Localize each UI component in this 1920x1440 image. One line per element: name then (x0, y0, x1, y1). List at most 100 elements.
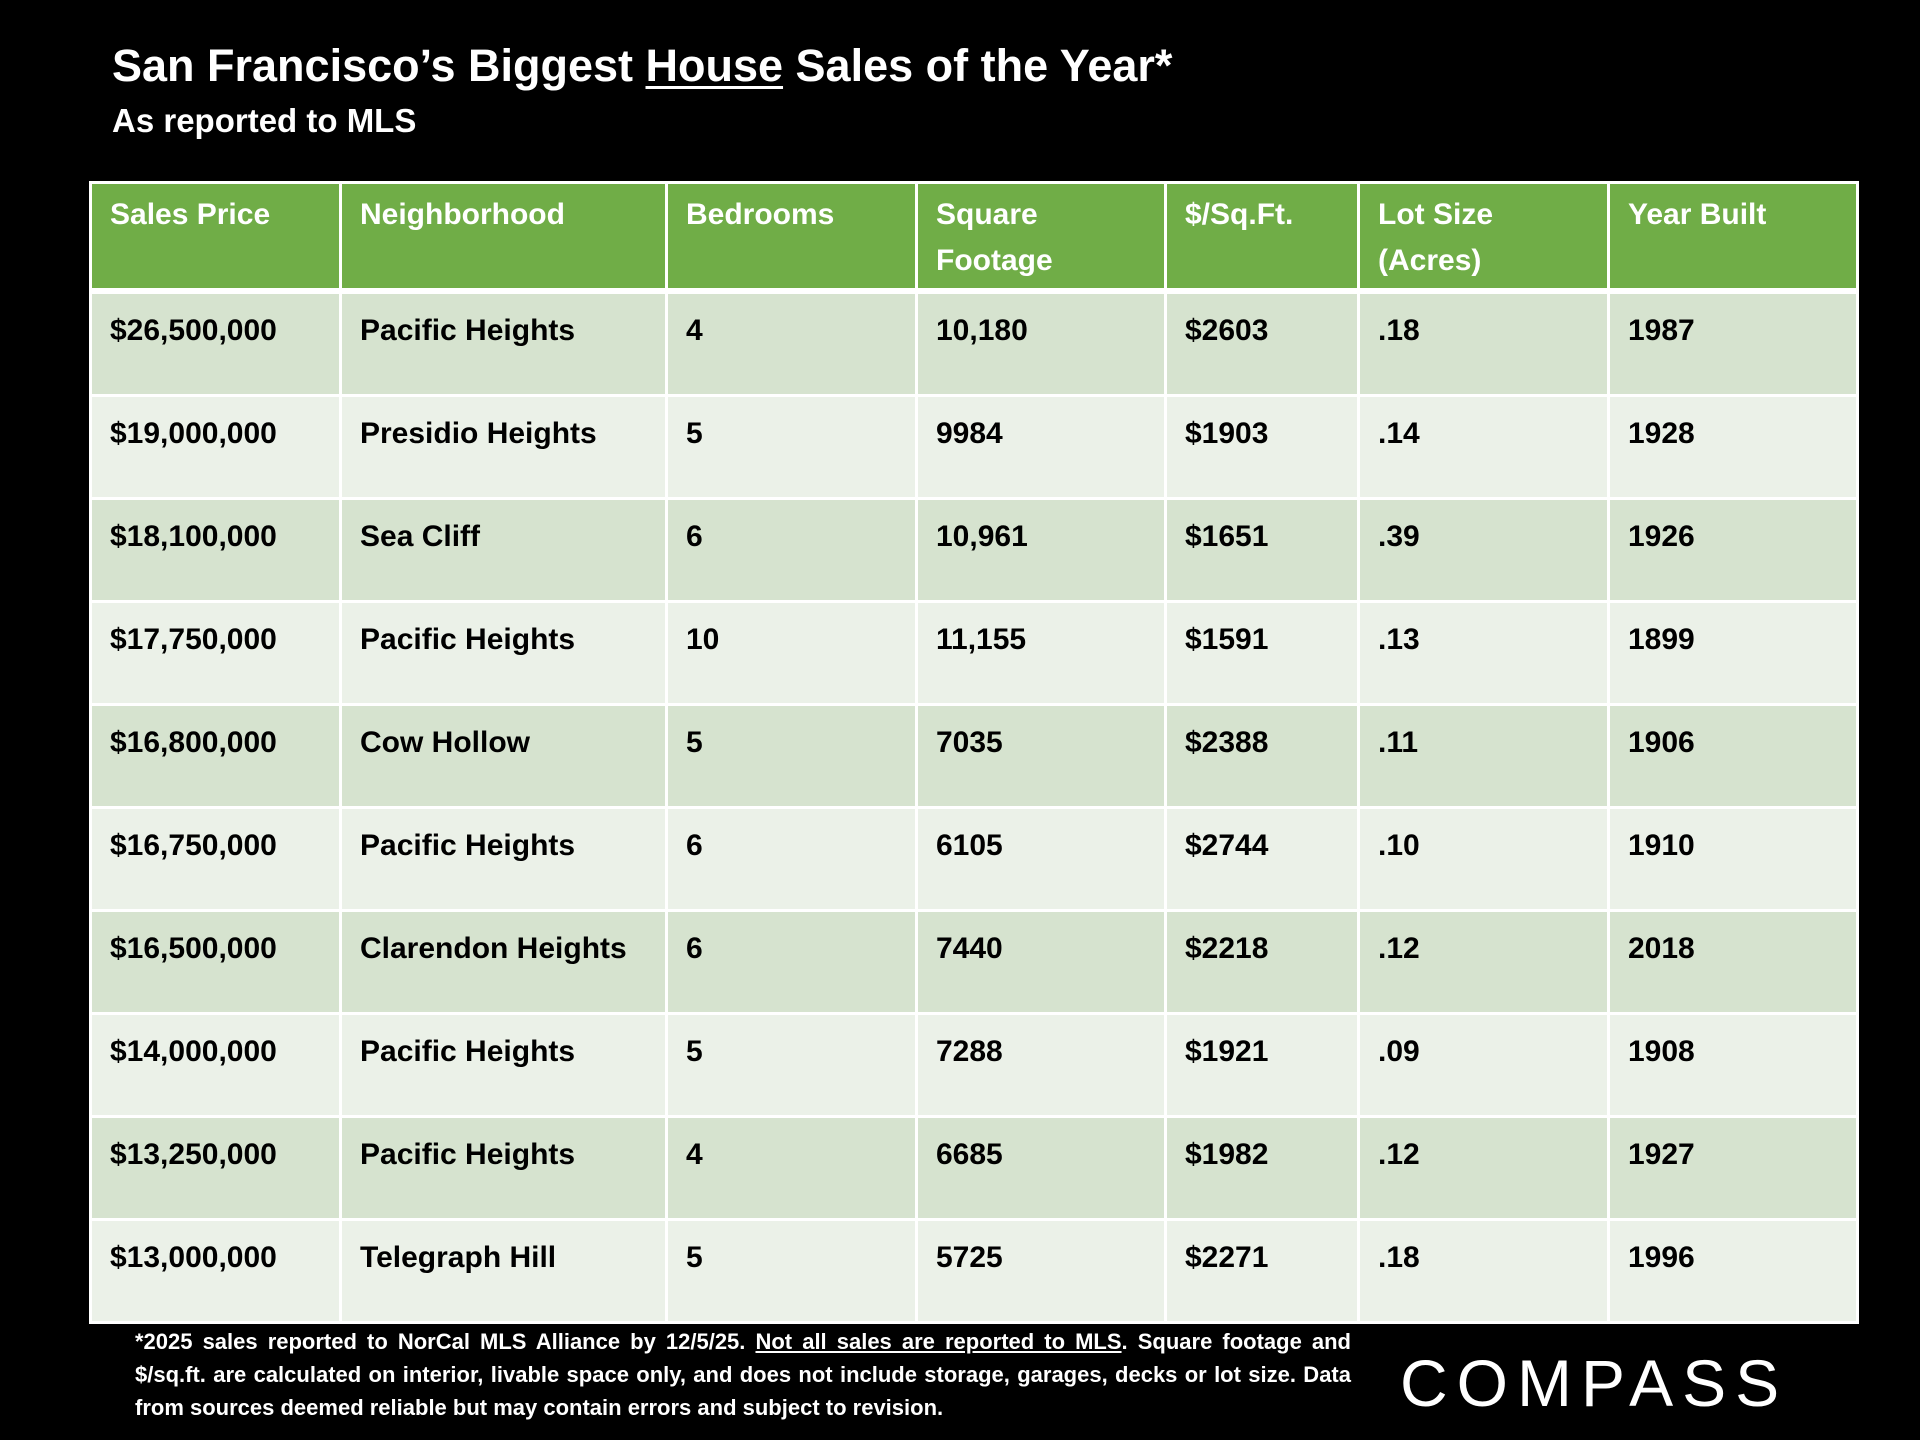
column-header: $/Sq.Ft. (1164, 181, 1360, 294)
table-cell: 5 (665, 394, 918, 500)
column-header: Square Footage (915, 181, 1167, 294)
table-cell: Pacific Heights (339, 289, 668, 397)
table-row: $26,500,000 Pacific Heights 4 10,180 $2603.1… (89, 289, 1859, 397)
table-cell: 1908 (1607, 1012, 1859, 1118)
table-cell: .12 (1357, 909, 1610, 1015)
table-cell: 1987 (1607, 289, 1859, 397)
table-cell: $1921 (1164, 1012, 1360, 1118)
title-text: San Francisco’s Biggest (112, 40, 646, 91)
table-cell: $2603 (1164, 289, 1360, 397)
table-cell: $16,800,000 (89, 703, 342, 809)
table-cell: 6105 (915, 806, 1167, 912)
footnote-text: . Square footage and $/sq.ft. are calcul… (135, 1329, 1351, 1420)
table-cell: $17,750,000 (89, 600, 342, 706)
logo: COMPASS (1400, 1346, 1789, 1420)
table-cell: Cow Hollow (339, 703, 668, 809)
table-cell: $14,000,000 (89, 1012, 342, 1118)
column-header: Sales Price (89, 181, 342, 294)
title-text: Sales of the Year* (783, 40, 1173, 91)
table-cell: 5 (665, 703, 918, 809)
table-cell: 2018 (1607, 909, 1859, 1015)
table-cell: 4 (665, 1115, 918, 1221)
header-row: Sales Price Neighborhood Bedrooms Square Fo… (89, 181, 1859, 294)
subtitle: As reported to MLS (112, 102, 417, 139)
table-cell: $19,000,000 (89, 394, 342, 500)
table-cell: 7035 (915, 703, 1167, 809)
table-cell: 5725 (915, 1218, 1167, 1324)
table-cell: 1899 (1607, 600, 1859, 706)
table-cell: 7288 (915, 1012, 1167, 1118)
table-cell: $2388 (1164, 703, 1360, 809)
table-cell: Pacific Heights (339, 600, 668, 706)
table-cell: 11,155 (915, 600, 1167, 706)
table-cell: .39 (1357, 497, 1610, 603)
table-cell: .13 (1357, 600, 1610, 706)
table-cell: 6 (665, 909, 918, 1015)
column-header: Neighborhood (339, 181, 668, 294)
table-cell: 1906 (1607, 703, 1859, 809)
column-header: Bedrooms (665, 181, 918, 294)
footnote: *2025 sales reported to NorCal MLS Allia… (135, 1325, 1351, 1424)
table-cell: 6 (665, 806, 918, 912)
table-cell: 4 (665, 289, 918, 397)
table-cell: .14 (1357, 394, 1610, 500)
table-row: $18,100,000 Sea Cliff 6 10,961 $1651.39 1926 (89, 497, 1859, 603)
table-cell: $1591 (1164, 600, 1360, 706)
title: San Francisco’s Biggest House Sales of t… (112, 40, 1172, 92)
table-cell: $1903 (1164, 394, 1360, 500)
table-cell: $16,500,000 (89, 909, 342, 1015)
sales-table: Sales Price Neighborhood Bedrooms Square Fo… (89, 181, 1859, 1324)
table-cell: $2744 (1164, 806, 1360, 912)
table-cell: 10 (665, 600, 918, 706)
table-row: $17,750,000 Pacific Heights 10 11,155 $1591.… (89, 600, 1859, 706)
column-header: Year Built (1607, 181, 1859, 294)
column-header: Lot Size (Acres) (1357, 181, 1610, 294)
table-cell: Pacific Heights (339, 806, 668, 912)
table-cell: 6 (665, 497, 918, 603)
table-cell: $2271 (1164, 1218, 1360, 1324)
table-cell: 5 (665, 1218, 918, 1324)
table-cell: Pacific Heights (339, 1115, 668, 1221)
table-cell: 1910 (1607, 806, 1859, 912)
table-cell: Pacific Heights (339, 1012, 668, 1118)
table-cell: 10,180 (915, 289, 1167, 397)
table-row: $16,500,000 Clarendon Heights 6 7440 $2218.1… (89, 909, 1859, 1015)
table-cell: $2218 (1164, 909, 1360, 1015)
table-cell: .11 (1357, 703, 1610, 809)
table-row: $14,000,000 Pacific Heights 5 7288 $1921.09 1… (89, 1012, 1859, 1118)
table-cell: $1651 (1164, 497, 1360, 603)
table-cell: $13,000,000 (89, 1218, 342, 1324)
table-cell: $13,250,000 (89, 1115, 342, 1221)
table-row: $13,000,000 Telegraph Hill 5 5725 $2271.18 19… (89, 1218, 1859, 1324)
table-cell: 5 (665, 1012, 918, 1118)
table-cell: .10 (1357, 806, 1610, 912)
table-cell: 1926 (1607, 497, 1859, 603)
table-row: $19,000,000 Presidio Heights 5 9984 $1903.14… (89, 394, 1859, 500)
table-cell: 1996 (1607, 1218, 1859, 1324)
title-underlined: House (645, 40, 784, 91)
table-cell: 7440 (915, 909, 1167, 1015)
table-cell: .18 (1357, 1218, 1610, 1324)
table-cell: 9984 (915, 394, 1167, 500)
table-cell: $16,750,000 (89, 806, 342, 912)
table-body: $26,500,000 Pacific Heights 4 10,180 $2603.1… (89, 289, 1859, 1324)
table-cell: Presidio Heights (339, 394, 668, 500)
footnote-underlined: Not all sales are reported to MLS (755, 1329, 1122, 1354)
footnote-text: *2025 sales reported to NorCal MLS Allia… (135, 1329, 756, 1354)
table-cell: .18 (1357, 289, 1610, 397)
table-cell: Telegraph Hill (339, 1218, 668, 1324)
table-cell: $18,100,000 (89, 497, 342, 603)
table-header: Sales Price Neighborhood Bedrooms Square Fo… (89, 181, 1859, 294)
table-row: $16,750,000 Pacific Heights 6 6105 $2744.10 1… (89, 806, 1859, 912)
table-cell: 6685 (915, 1115, 1167, 1221)
table-cell: 10,961 (915, 497, 1167, 603)
table-cell: .12 (1357, 1115, 1610, 1221)
table-row: $16,800,000 Cow Hollow 5 7035 $2388.11 1906 (89, 703, 1859, 809)
table-cell: Clarendon Heights (339, 909, 668, 1015)
table-row: $13,250,000 Pacific Heights 4 6685 $1982.12 1… (89, 1115, 1859, 1221)
table-cell: 1928 (1607, 394, 1859, 500)
table-cell: Sea Cliff (339, 497, 668, 603)
table-cell: .09 (1357, 1012, 1610, 1118)
table-cell: 1927 (1607, 1115, 1859, 1221)
